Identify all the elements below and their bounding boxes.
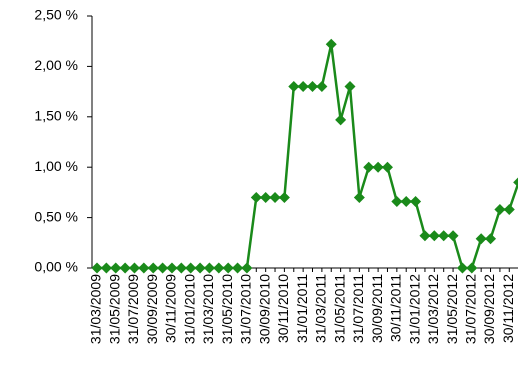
data-point bbox=[410, 195, 422, 207]
data-point bbox=[194, 262, 206, 274]
y-tick-label: 2,50 % bbox=[34, 7, 78, 23]
x-tick-label: 31/05/2012 bbox=[444, 274, 460, 344]
x-tick-label: 31/07/2010 bbox=[238, 274, 254, 344]
y-tick-label: 0,00 % bbox=[34, 259, 78, 275]
data-point bbox=[307, 81, 319, 93]
data-point bbox=[138, 262, 150, 274]
data-point bbox=[325, 38, 337, 50]
x-tick-label: 30/11/2010 bbox=[275, 274, 291, 343]
data-point bbox=[166, 262, 178, 274]
data-point bbox=[260, 191, 272, 203]
x-tick-label: 31/07/2011 bbox=[350, 274, 366, 343]
data-point bbox=[203, 262, 215, 274]
data-point bbox=[391, 195, 403, 207]
x-tick-label: 30/09/2012 bbox=[481, 274, 497, 344]
data-point bbox=[175, 262, 187, 274]
data-point bbox=[438, 230, 450, 242]
data-point bbox=[297, 81, 309, 93]
x-tick-label: 31/05/2011 bbox=[331, 274, 347, 343]
data-point bbox=[419, 230, 431, 242]
y-tick-label: 0,50 % bbox=[34, 208, 78, 224]
x-tick-label: 30/11/2011 bbox=[388, 274, 404, 342]
data-point bbox=[119, 262, 131, 274]
x-tick-label: 31/07/2012 bbox=[463, 274, 479, 344]
data-point bbox=[344, 81, 356, 93]
data-point bbox=[475, 233, 487, 245]
data-point bbox=[185, 262, 197, 274]
data-point bbox=[372, 161, 384, 173]
x-tick-label: 31/03/2012 bbox=[425, 274, 441, 344]
data-point bbox=[485, 233, 497, 245]
x-tick-label: 30/09/2011 bbox=[369, 274, 385, 343]
data-point bbox=[335, 114, 347, 126]
data-point bbox=[466, 262, 478, 274]
x-tick-label: 31/07/2009 bbox=[125, 274, 141, 344]
x-tick-label: 31/03/2011 bbox=[313, 274, 329, 343]
data-point bbox=[241, 262, 253, 274]
x-tick-label: 31/05/2009 bbox=[106, 274, 122, 344]
data-point bbox=[147, 262, 159, 274]
data-point bbox=[400, 195, 412, 207]
data-point bbox=[100, 262, 112, 274]
data-point bbox=[353, 191, 365, 203]
x-tick-label: 31/01/2012 bbox=[406, 274, 422, 344]
x-tick-label: 30/11/2009 bbox=[163, 274, 179, 343]
data-point bbox=[381, 161, 393, 173]
x-tick-label: 31/01/2011 bbox=[294, 274, 310, 343]
data-point bbox=[269, 191, 281, 203]
data-point bbox=[316, 81, 328, 93]
data-point bbox=[513, 177, 518, 188]
x-tick-label: 31/03/2009 bbox=[88, 274, 104, 344]
data-point bbox=[503, 204, 515, 216]
data-point bbox=[232, 262, 244, 274]
data-point bbox=[157, 262, 169, 274]
data-point bbox=[91, 262, 103, 274]
x-tick-label: 31/03/2010 bbox=[200, 274, 216, 344]
data-point bbox=[447, 230, 459, 242]
x-tick-label: 30/09/2010 bbox=[256, 274, 272, 344]
data-point bbox=[278, 191, 290, 203]
y-tick-label: 1,50 % bbox=[34, 108, 78, 124]
data-point bbox=[250, 191, 262, 203]
data-point bbox=[288, 81, 300, 93]
x-tick-label: 30/09/2009 bbox=[144, 274, 160, 344]
data-point bbox=[456, 262, 468, 274]
data-point bbox=[363, 161, 375, 173]
x-tick-label: 31/01/2010 bbox=[181, 274, 197, 344]
data-point bbox=[222, 262, 234, 274]
data-point bbox=[110, 262, 122, 274]
x-tick-label: 31/05/2010 bbox=[219, 274, 235, 344]
y-tick-label: 1,00 % bbox=[34, 158, 78, 174]
x-tick-label: 30/11/2012 bbox=[500, 274, 516, 343]
data-point bbox=[428, 230, 440, 242]
data-point bbox=[494, 204, 506, 216]
data-point bbox=[213, 262, 225, 274]
data-point bbox=[128, 262, 140, 274]
y-tick-label: 2,00 % bbox=[34, 57, 78, 73]
